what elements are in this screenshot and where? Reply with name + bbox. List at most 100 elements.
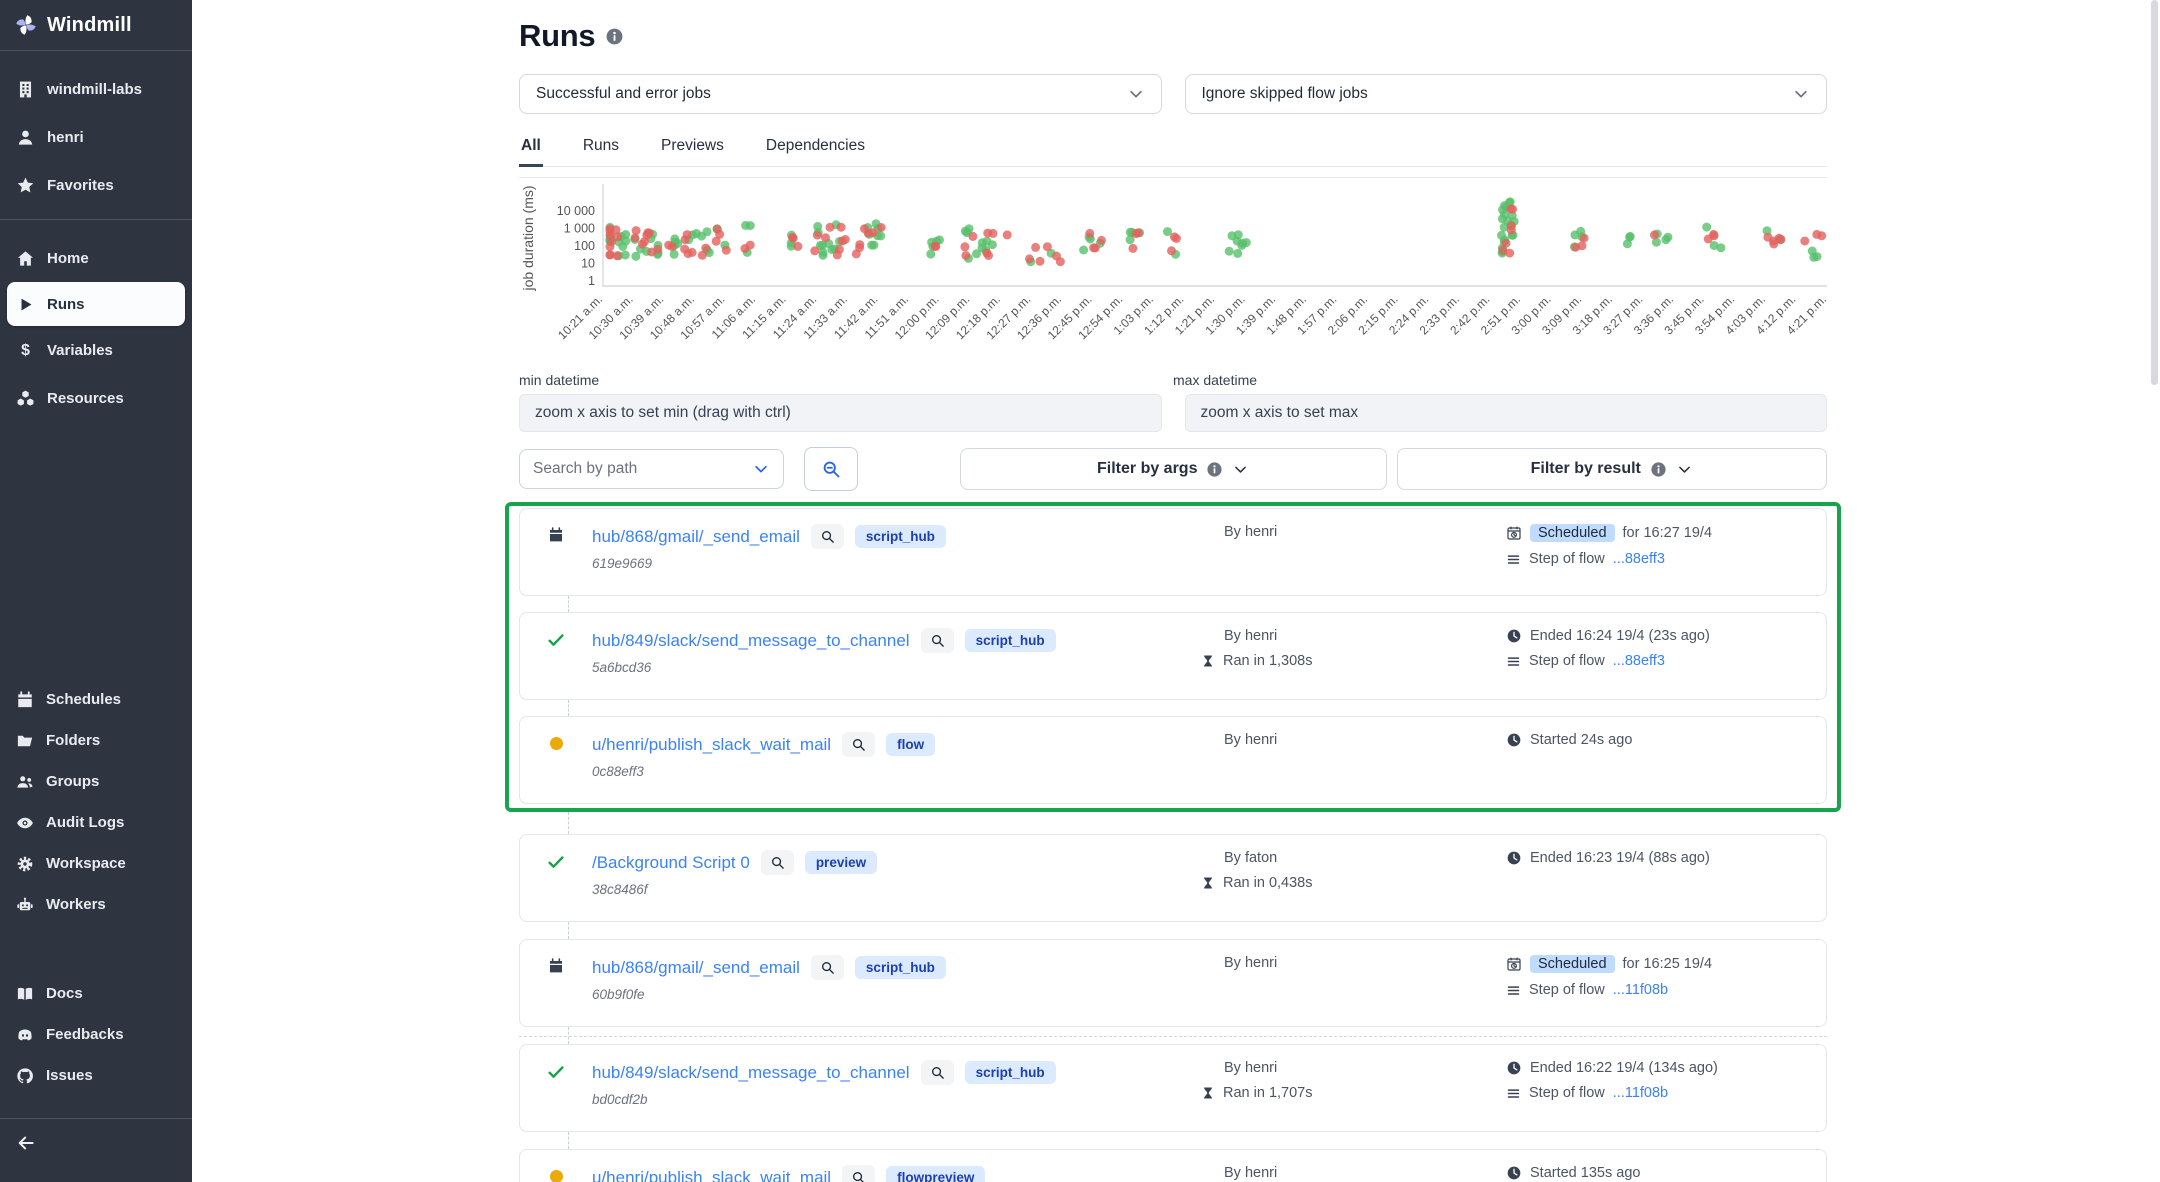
sidebar-item-label: henri [47,128,84,146]
job-dot [697,250,707,260]
run-row[interactable]: hub/849/slack/send_message_to_channel scr… [519,1044,1827,1132]
filter-by-result-button[interactable]: Filter by result [1396,448,1827,490]
sidebar-item-label: Workers [46,896,106,913]
job-dot [977,238,987,248]
run-main: /Background Script 0 preview 38c8486f [592,850,1201,921]
run-path-link[interactable]: hub/849/slack/send_message_to_channel [592,1062,910,1082]
run-row[interactable]: u/henri/publish_slack_wait_mail flowprevi… [519,1149,1827,1182]
tab-runs[interactable]: Runs [582,137,619,154]
search-button[interactable] [804,447,858,491]
run-duration: Ran in 1,707s [1201,1085,1506,1101]
sidebar-item-user[interactable]: henri [0,113,192,161]
jobs-filter-value: Successful and error jobs [536,85,711,102]
parent-flow-link[interactable]: ...88eff3 [1612,653,1665,669]
job-dot [1508,204,1518,214]
job-dot [605,242,615,252]
sidebar-item-variables[interactable]: Variables [0,326,192,374]
run-status [520,955,592,1026]
sidebar-item-docs[interactable]: Docs [0,973,192,1014]
sidebar-item-workspace-switcher[interactable]: windmill-labs [0,65,192,113]
job-dot [680,235,690,245]
sidebar-item-workspace[interactable]: Workspace [0,843,192,884]
filter-by-args-button[interactable]: Filter by args [959,448,1387,490]
job-dot [1125,235,1135,245]
job-dot [1031,242,1041,252]
inspect-run-button[interactable] [920,628,954,653]
sidebar-item-schedules[interactable]: Schedules [0,679,192,720]
run-by-text: By henri [1224,524,1278,540]
run-path-link[interactable]: hub/849/slack/send_message_to_channel [592,630,910,650]
inspect-run-button[interactable] [810,524,844,549]
sidebar-item-resources[interactable]: Resources [0,374,192,422]
sidebar-item-label: Groups [46,773,100,790]
run-path-link[interactable]: hub/868/gmail/_send_email [592,526,800,546]
cubes-icon [16,389,35,408]
row-connector [519,700,1827,716]
sidebar-item-label: Issues [46,1067,93,1084]
search-icon [820,529,835,544]
search-by-path-dropdown[interactable]: Search by path [519,449,785,489]
parent-flow-link[interactable]: ...88eff3 [1612,551,1665,567]
skipped-flows-dropdown[interactable]: Ignore skipped flow jobs [1184,74,1827,114]
job-dot [810,246,820,256]
parent-flow-link[interactable]: ...11f08b [1612,1085,1669,1101]
run-path-link[interactable]: u/henri/publish_slack_wait_mail [592,734,832,754]
job-dot [960,242,970,252]
inspect-run-button[interactable] [810,955,844,980]
scheduled-badge: Scheduled [1530,955,1615,973]
run-timing-column: Scheduled for 16:25 19/4 Step of flow ...1… [1506,955,1826,1026]
inspect-run-button[interactable] [842,1165,876,1182]
vertical-scrollbar[interactable] [2151,0,2158,385]
sidebar-item-issues[interactable]: Issues [0,1055,192,1096]
info-icon [1206,461,1223,478]
sidebar-item-label: Docs [46,985,83,1002]
job-dot [1651,237,1661,247]
parent-flow-link[interactable]: ...11f08b [1612,982,1669,998]
run-main: hub/849/slack/send_message_to_channel scr… [592,1060,1201,1131]
sidebar-item-workers[interactable]: Workers [0,884,192,925]
sidebar-item-runs[interactable]: Runs [7,282,185,326]
run-row[interactable]: hub/849/slack/send_message_to_channel scr… [519,612,1827,700]
info-icon[interactable] [605,27,624,46]
job-dot [605,230,615,240]
tab-all[interactable]: All [519,130,543,167]
run-path-link[interactable]: u/henri/publish_slack_wait_mail [592,1167,832,1182]
job-duration-chart[interactable]: job duration (ms) 10 000 1 000 100 10 1 10:21 … [519,177,1827,358]
run-path-link[interactable]: hub/868/gmail/_send_email [592,957,800,977]
inspect-run-button[interactable] [842,732,876,757]
inspect-run-button[interactable] [760,850,794,875]
run-timing: Ended 16:24 19/4 (23s ago) [1506,628,1826,644]
sidebar-collapse-button[interactable] [0,1118,192,1172]
run-timing-text: for 16:27 19/4 [1622,525,1713,541]
inspect-run-button[interactable] [920,1060,954,1085]
tab-previews[interactable]: Previews [661,137,724,154]
steps-icon [1506,552,1521,567]
app-logo[interactable]: Windmill [0,0,192,50]
sidebar-item-label: Folders [46,732,101,749]
groups-icon [16,773,34,791]
max-datetime-input[interactable]: zoom x axis to set max [1184,394,1827,432]
tab-dependencies[interactable]: Dependencies [765,137,865,154]
run-row[interactable]: hub/868/gmail/_send_email script_hub 619e9… [519,508,1827,596]
run-timing: Ended 16:23 19/4 (88s ago) [1506,850,1826,866]
job-dot [1663,232,1673,242]
job-dot [788,233,798,243]
run-row[interactable]: hub/868/gmail/_send_email script_hub 60b9f… [519,939,1827,1027]
sidebar-item-home[interactable]: Home [0,234,192,282]
run-row[interactable]: u/henri/publish_slack_wait_mail flow 0c88e… [519,716,1827,804]
filter-by-args-label: Filter by args [1097,460,1198,477]
sidebar-item-audit-logs[interactable]: Audit Logs [0,802,192,843]
run-by: By henri [1201,524,1506,540]
sidebar-item-groups[interactable]: Groups [0,761,192,802]
info-icon [1650,461,1667,478]
sidebar-item-feedbacks[interactable]: Feedbacks [0,1014,192,1055]
min-datetime-input[interactable]: zoom x axis to set min (drag with ctrl) [519,394,1162,432]
run-row[interactable]: /Background Script 0 preview 38c8486f By fa… [519,834,1827,922]
jobs-filter-dropdown[interactable]: Successful and error jobs [519,74,1162,114]
sidebar-item-favorites[interactable]: Favorites [0,161,192,209]
job-dot [1505,197,1515,207]
sidebar-item-folders[interactable]: Folders [0,720,192,761]
run-status [520,850,592,921]
run-path-link[interactable]: /Background Script 0 [592,852,750,872]
